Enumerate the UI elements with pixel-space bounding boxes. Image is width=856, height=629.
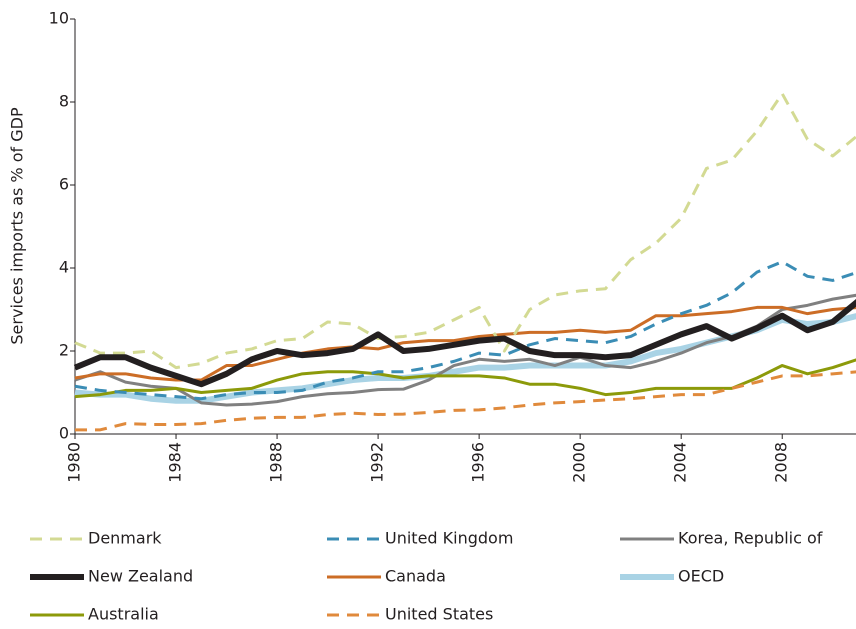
y-tick-label: 10 [49,9,69,28]
y-tick-label: 6 [59,175,69,194]
legend-label: Canada [385,567,446,586]
legend-label: Denmark [88,529,162,548]
y-tick-label: 0 [59,424,69,443]
legend-label: Australia [88,605,159,624]
series-line [73,298,856,388]
series-line [75,370,856,432]
y-tick-label: 2 [59,341,69,360]
x-tick-label: 1984 [166,442,185,483]
y-axis-label: Services imports as % of GDP [8,107,27,345]
x-tick-label: 2008 [772,442,791,483]
x-tick-label: 2000 [570,442,589,483]
legend-label: OECD [678,567,724,586]
x-tick-label: 1996 [469,442,488,483]
legend-label: New Zealand [88,567,193,586]
x-tick-label: 1988 [267,442,286,483]
series-line [74,358,856,399]
x-tick-label: 1980 [65,442,84,483]
legend-label: United Kingdom [385,529,513,548]
series-line [74,92,856,370]
y-tick-label: 8 [59,92,69,111]
legend-label: Korea, Republic of [678,529,823,548]
series-line [74,305,856,382]
legend-label: United States [385,605,493,624]
y-tick-label: 4 [59,258,69,277]
x-tick-label: 2004 [671,442,690,483]
x-tick-label: 1992 [368,442,387,483]
series-line [74,260,856,401]
